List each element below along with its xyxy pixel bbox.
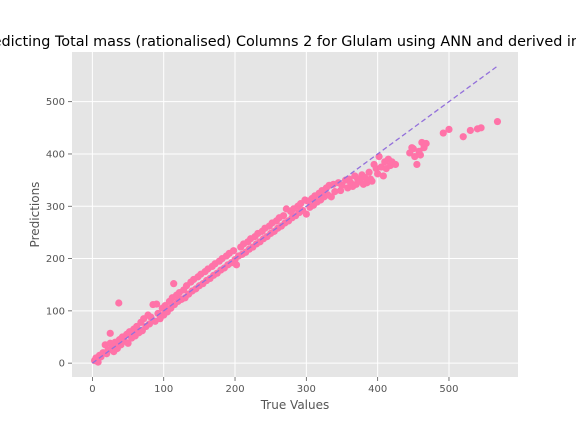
x-tick-label: 300 [297,384,316,395]
x-tick-label: 400 [368,384,387,395]
chart-title: Predicting Total mass (rationalised) Col… [0,34,576,50]
reference-line [92,65,498,364]
data-point [302,210,310,218]
y-tick-label: 500 [46,97,65,108]
data-point [124,339,132,347]
data-point [152,300,161,308]
y-tick-label: 100 [46,306,65,317]
data-point [232,261,241,269]
x-tick-label: 200 [225,384,244,395]
data-point [365,168,373,176]
data-point [279,212,288,220]
data-point [409,145,417,153]
data-point [229,247,238,255]
x-tick-label: 500 [439,384,458,395]
data-point [416,151,425,159]
y-axis-ticks: 0 100 200 300 400 500 [46,97,72,370]
data-point [106,329,114,337]
data-point [327,193,335,201]
data-point [466,126,474,135]
data-point [459,133,467,141]
y-tick-label: 300 [46,202,65,213]
y-axis-label: Predictions [28,182,42,248]
y-tick-label: 0 [59,359,65,370]
data-point [391,160,400,169]
x-tick-label: 0 [89,384,95,395]
data-point [115,299,123,307]
data-point [493,117,502,126]
data-point [368,177,376,185]
y-tick-label: 400 [46,149,65,160]
data-point [477,124,485,132]
x-tick-label: 100 [154,384,173,395]
data-point [411,152,419,161]
data-point [374,170,382,178]
data-point [170,280,178,288]
data-point [413,160,421,169]
data-point [439,129,447,137]
data-point [422,139,430,148]
data-point [445,125,453,133]
data-point [379,172,387,180]
x-axis-ticks: 0 100 200 300 400 500 [89,377,459,395]
data-point [338,181,346,189]
x-axis-label: True Values [260,398,330,412]
data-point [331,188,339,196]
y-tick-label: 200 [46,254,65,265]
